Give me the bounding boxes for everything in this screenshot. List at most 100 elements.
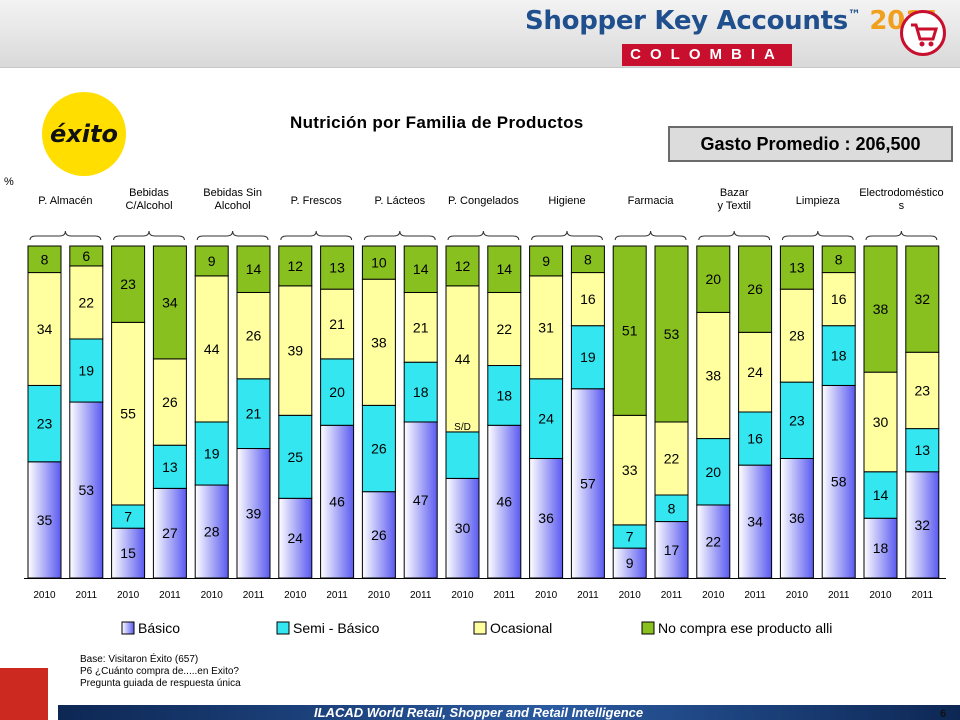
bar-segment-no-compra-ese-producto-alli [69,245,104,267]
data-label: 18 [831,348,847,364]
bar-segment-b-sico [779,457,814,579]
data-label: 38 [873,301,889,317]
bar-segment-b-sico [570,388,605,579]
data-label: 26 [371,527,387,543]
footnotes: Base: Visitaron Éxito (657) P6 ¿Cuánto c… [80,654,241,690]
data-label: 12 [288,258,304,274]
data-label: 21 [329,316,345,332]
data-label: 20 [329,384,345,400]
bar-segment-ocasional [821,272,856,327]
data-label: 24 [747,364,763,380]
data-label: 13 [329,260,345,276]
ilacad-logo-icon [0,668,48,720]
group-label: Farmacia [628,195,675,207]
group-brace [113,230,185,241]
gasto-promedio-box: Gasto Promedio : 206,500 [668,126,953,162]
data-label: 44 [455,351,471,367]
bar-segment-b-sico [320,424,355,579]
data-label: 18 [413,384,429,400]
bar-segment-b-sico [487,424,522,579]
group-label: Bazar y Textil [717,187,750,212]
data-label: 26 [371,441,387,457]
data-label: 47 [413,492,429,508]
data-label: 44 [204,341,220,357]
group-label: Limpieza [796,195,841,207]
bar-segment-semi-b-sico [905,428,940,473]
data-label: 57 [580,475,596,491]
bar-segment-ocasional [152,358,187,446]
x-tick-label: 2010 [535,590,558,601]
x-tick-label: 2010 [869,590,892,601]
data-label: 34 [747,514,763,530]
bar-segment-b-sico [738,464,773,579]
bar-segment-no-compra-ese-producto-alli [529,245,564,277]
bar-segment-b-sico [863,517,898,579]
bar-segment-b-sico [194,484,229,579]
data-label: 53 [79,482,95,498]
x-tick-label: 2011 [828,590,850,601]
bar-segment-semi-b-sico [487,365,522,426]
data-label: 38 [371,334,387,350]
data-label: 16 [747,431,763,447]
bar-segment-no-compra-ese-producto-alli [278,245,313,287]
bar-segment-b-sico [236,448,271,579]
bar-segment-b-sico [821,384,856,579]
bar-segment-ocasional [612,414,647,526]
data-label: 23 [120,276,136,292]
group-brace [781,230,854,241]
data-label: 8 [584,251,592,267]
bar-segment-no-compra-ese-producto-alli [738,245,773,333]
data-label: 22 [497,321,513,337]
header-bar: Shopper Key Accounts™ 2011 COLOMBIA [0,0,960,68]
data-label: 28 [204,524,220,540]
bar-segment-no-compra-ese-producto-alli [570,245,605,274]
data-label: 25 [288,449,304,465]
data-label: 32 [915,517,931,533]
bar-segment-no-compra-ese-producto-alli [320,245,355,290]
group-label: Bebidas Sin Alcohol [203,187,262,212]
data-label: 18 [873,540,889,556]
data-label: 8 [41,251,49,267]
bar-segment-no-compra-ese-producto-alli [863,245,898,373]
bar-segment-b-sico [445,477,480,579]
bar-segment-no-compra-ese-producto-alli [445,245,480,287]
data-label: 55 [120,406,136,422]
bar-segment-semi-b-sico [696,438,731,506]
x-tick-label: 2010 [368,590,391,601]
bar-segment-ocasional [403,291,438,363]
data-label: 19 [204,446,220,462]
bar-segment-ocasional [905,351,940,430]
data-label: 46 [329,494,345,510]
x-tick-label: 2010 [702,590,725,601]
data-label: 9 [626,555,634,571]
group-brace [614,230,687,241]
legend-swatch-semi-b-sico [276,621,290,635]
bar-segment-ocasional [738,331,773,413]
group-label: P. Congelados [448,195,519,207]
data-label: 46 [497,494,513,510]
footnote-note: Pregunta guiada de respuesta única [80,678,241,689]
data-label: 19 [580,349,596,365]
bar-segment-no-compra-ese-producto-alli [612,245,647,416]
legend-label: Ocasional [490,620,552,636]
data-label: 28 [789,328,805,344]
data-label: 9 [542,253,550,269]
x-tick-label: 2011 [159,590,181,601]
chart-title: Nutrición por Familia de Productos [290,113,584,132]
data-label: 16 [831,291,847,307]
x-tick-label: 2010 [201,590,224,601]
annotation-label: S/D [454,422,471,433]
data-label: 20 [706,464,722,480]
legend-label: Semi - Básico [293,620,380,636]
data-label: 58 [831,474,847,490]
data-label: 10 [371,255,387,271]
group-label: Higiene [548,195,585,207]
exito-logo: éxito [42,92,126,176]
footer-text: ILACAD World Retail, Shopper and Retail … [314,705,644,720]
data-label: 15 [120,545,136,561]
data-label: 34 [37,321,53,337]
data-label: 17 [664,542,680,558]
data-label: 34 [162,294,178,310]
bar-segment-semi-b-sico [236,378,271,450]
x-tick-label: 2011 [76,590,98,601]
